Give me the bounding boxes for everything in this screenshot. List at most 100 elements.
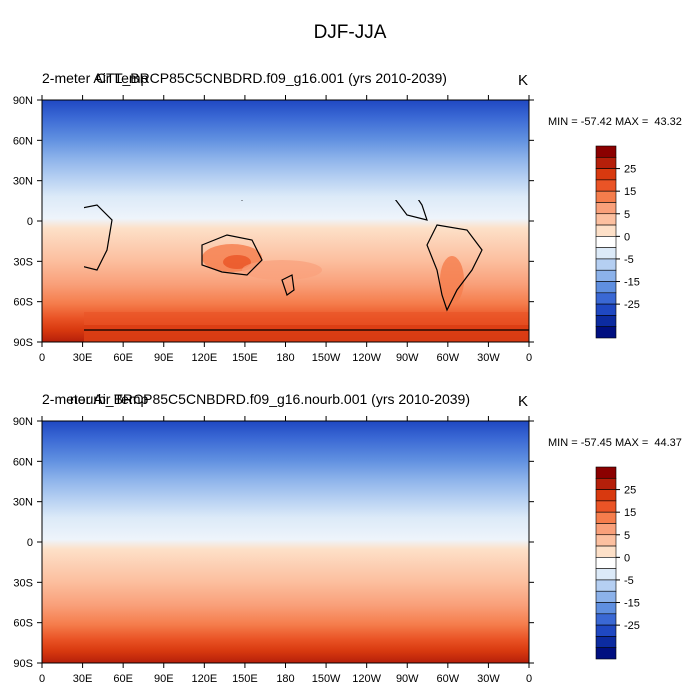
colorbar-label: 15 [624, 186, 636, 198]
colorbar-swatch [595, 466, 617, 479]
colorbar-swatch [595, 489, 617, 502]
panel-2-field [42, 421, 529, 663]
panel-2-left-title: 2-meter Air Temp [42, 391, 149, 407]
x-tick-label: 90E [154, 352, 174, 364]
panel-2-units: K [518, 393, 529, 410]
y-tick-label: 30N [13, 497, 33, 509]
colorbar-label: -15 [624, 598, 640, 610]
colorbar-swatch [595, 613, 617, 626]
panel-1-right-title: CTL_BRCP85C5CNBDRD.f09_g16.001 (yrs 2010… [96, 70, 447, 86]
panel-1-anomalies [84, 244, 529, 342]
x-tick-label: 90W [396, 673, 419, 685]
y-tick-label: 60S [13, 297, 33, 309]
colorbar-swatch [595, 145, 617, 158]
x-tick-label: 150W [312, 673, 341, 685]
x-tick-label: 0 [39, 673, 45, 685]
colorbar-label: 0 [624, 231, 630, 243]
colorbar-swatch [595, 557, 617, 569]
colorbar-swatch [595, 281, 617, 294]
colorbar-swatch [595, 258, 617, 271]
panel-1-colorbar: 25 15 5 0 -5 -15 -25 [595, 145, 640, 339]
colorbar-swatch [595, 156, 617, 169]
colorbar-swatch [595, 303, 617, 316]
colorbar-swatch [595, 636, 617, 649]
colorbar-swatch [595, 500, 617, 513]
colorbar-label: 25 [624, 164, 636, 176]
colorbar-swatch [595, 292, 617, 305]
panel-2-axes: 0 30E 60E 90E 120E 150E 180 150W 120W 90W 60W 30W 09… [13, 416, 534, 685]
x-tick-label: 60W [437, 352, 460, 364]
x-tick-label: 90W [396, 352, 419, 364]
x-tick-label: 60W [437, 673, 460, 685]
x-tick-label: 120W [352, 352, 381, 364]
y-tick-label: 60S [13, 618, 33, 630]
x-tick-label: 30E [73, 673, 93, 685]
x-tick-label: 150W [312, 352, 341, 364]
colorbar-label: -15 [624, 277, 640, 289]
y-tick-label: 60N [13, 456, 33, 468]
colorbar-swatch [595, 523, 617, 536]
panel-1-field [42, 100, 529, 342]
colorbar-swatch [595, 602, 617, 615]
x-tick-label: 150E [232, 673, 258, 685]
x-tick-label: 30W [477, 352, 500, 364]
x-tick-label: 150E [232, 352, 258, 364]
y-tick-label: 90N [13, 416, 33, 428]
page-title: DJF-JJA [313, 22, 387, 43]
panel-1-units: K [518, 72, 529, 89]
y-tick-label: 90S [13, 658, 33, 670]
colorbar-swatch [595, 213, 617, 226]
panel-1-stats: MIN = -57.42 MAX = 43.32 [548, 116, 682, 128]
y-tick-label: 0 [27, 216, 33, 228]
panel-2-map: 0 30E 60E 90E 120E 150E 180 150W 120W 90W 60W 30W 09… [13, 416, 534, 685]
y-tick-label: 30S [13, 256, 33, 268]
x-tick-label: 0 [39, 352, 45, 364]
colorbar-swatch [595, 534, 617, 547]
y-tick-label: 60N [13, 135, 33, 147]
panel-1-coastlines [84, 200, 529, 331]
y-tick-label: 0 [27, 537, 33, 549]
x-tick-label: 120W [352, 673, 381, 685]
panel-2-colorbar: 25 15 5 0 -5 -15 -25 [595, 466, 640, 660]
colorbar-label: 0 [624, 552, 630, 564]
y-tick-label: 90N [13, 95, 33, 107]
colorbar-label: 25 [624, 485, 636, 497]
colorbar-swatch [595, 168, 617, 181]
x-tick-label: 60E [113, 352, 133, 364]
panel-1-map: 0 30E 60E 90E 120E 150E 180 150W 120W 90W 60W 30W 09… [13, 95, 534, 364]
colorbar-label: 5 [624, 209, 630, 221]
y-tick-label: 90S [13, 337, 33, 349]
x-tick-label: 0 [526, 673, 532, 685]
x-tick-label: 120E [191, 673, 217, 685]
colorbar-swatch [595, 568, 617, 581]
colorbar-label: 5 [624, 530, 630, 542]
colorbar-swatch [595, 269, 617, 282]
colorbar-swatch [595, 190, 617, 203]
colorbar-label: -5 [624, 254, 634, 266]
colorbar-swatch [595, 511, 617, 524]
colorbar-label: 15 [624, 507, 636, 519]
x-tick-label: 60E [113, 673, 133, 685]
x-tick-label: 90E [154, 673, 174, 685]
colorbar-swatch [595, 624, 617, 637]
x-tick-label: 180 [276, 352, 294, 364]
colorbar-label: -25 [624, 620, 640, 632]
x-tick-label: 120E [191, 352, 217, 364]
colorbar-swatch [595, 179, 617, 192]
colorbar-swatch [595, 477, 617, 490]
x-tick-label: 30E [73, 352, 93, 364]
colorbar-swatch [595, 579, 617, 592]
colorbar-swatch [595, 202, 617, 215]
colorbar-label: -25 [624, 299, 640, 311]
colorbar-swatch [595, 224, 617, 237]
colorbar-swatch [595, 590, 617, 603]
panel-1-axes: 0 30E 60E 90E 120E 150E 180 150W 120W 90W 60W 30W 09… [13, 95, 534, 364]
colorbar-swatch [595, 315, 617, 328]
colorbar-swatch [595, 326, 617, 339]
y-tick-label: 30S [13, 577, 33, 589]
panel-1-left-title: 2-meter Air Temp [42, 70, 149, 86]
colorbar-swatch [595, 247, 617, 260]
colorbar-swatch [595, 545, 617, 558]
colorbar-swatch [595, 236, 617, 248]
